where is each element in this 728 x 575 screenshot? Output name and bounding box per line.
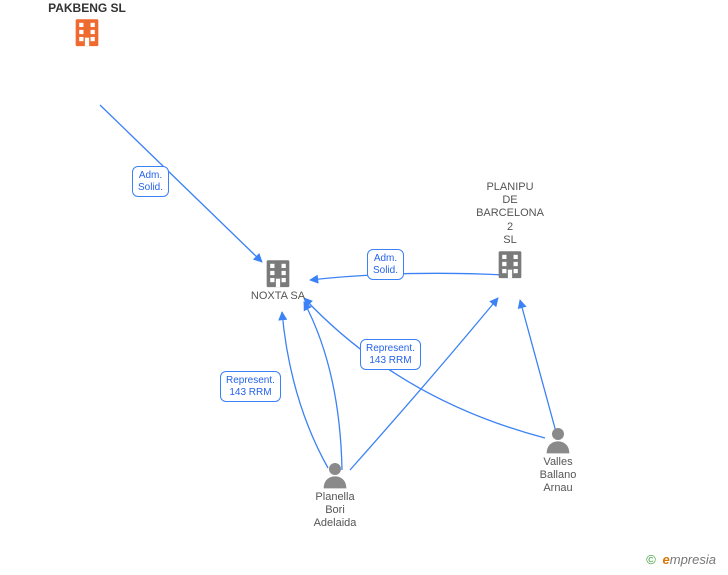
node-label: PLANIPUDEBARCELONA2SL — [460, 181, 560, 247]
node-planipu[interactable]: PLANIPUDEBARCELONA2SL — [460, 181, 560, 281]
edge-e1 — [100, 105, 262, 262]
node-label: PlanellaBoriAdelaida — [285, 491, 385, 531]
edge-label-e2: Adm.Solid. — [367, 249, 404, 280]
footer-credit: © empresia — [646, 552, 716, 567]
brand-text: mpresia — [670, 552, 716, 567]
node-label: NOXTA SA — [228, 290, 328, 303]
edge-e4b — [304, 302, 342, 470]
copyright-symbol: © — [646, 552, 656, 567]
edge-label-e4b: Represent.143 RRM — [360, 339, 421, 370]
edge-e4a — [350, 298, 498, 470]
node-label: PAKBENG SL — [37, 1, 137, 15]
edge-label-e3: Represent.143 RRM — [220, 371, 281, 402]
node-planella[interactable]: PlanellaBoriAdelaida — [285, 459, 385, 531]
building-icon — [228, 256, 328, 290]
person-icon — [285, 459, 385, 491]
edge-e5 — [520, 300, 556, 432]
edge-e6 — [304, 298, 545, 438]
brand-first-letter: e — [663, 552, 670, 567]
edge-e3 — [282, 312, 328, 468]
building-icon — [460, 247, 560, 281]
node-valles[interactable]: VallesBallanoArnau — [508, 424, 608, 496]
person-icon — [508, 424, 608, 456]
node-label: VallesBallanoArnau — [508, 456, 608, 496]
node-noxta[interactable]: NOXTA SA — [228, 256, 328, 303]
node-pakbeng[interactable]: PAKBENG SL — [37, 1, 137, 49]
building-icon — [37, 15, 137, 49]
edge-label-e1: Adm.Solid. — [132, 166, 169, 197]
